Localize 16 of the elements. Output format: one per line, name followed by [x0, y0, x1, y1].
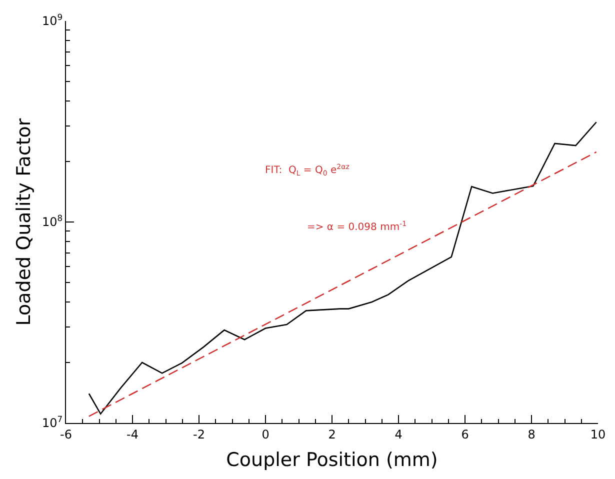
x-tick-label: 0	[262, 427, 270, 442]
x-tick-label: 8	[528, 427, 536, 442]
x-tick-label: -2	[193, 427, 205, 442]
x-tick-label: 6	[461, 427, 469, 442]
y-tick-label: 10$^{7}$	[42, 414, 63, 430]
x-tick-label: 10	[590, 427, 606, 442]
y-axis-title: Loaded Quality Factor	[12, 118, 35, 326]
x-tick-label: -6	[60, 427, 72, 442]
annotation: => α = 0.098 mm$^{-1}$	[307, 220, 407, 234]
x-axis-title: Coupler Position (mm)	[226, 449, 438, 472]
y-tick-label: 10$^{9}$	[42, 12, 63, 28]
y-tick-label: 10$^{8}$	[42, 213, 63, 230]
annotation: FIT: Q$_{L}$ = Q$_{0}$ e$^{2αz}$	[265, 163, 350, 178]
x-tick-label: 4	[394, 427, 402, 442]
x-tick-label: 2	[328, 427, 336, 442]
x-tick-label: -4	[126, 427, 138, 442]
